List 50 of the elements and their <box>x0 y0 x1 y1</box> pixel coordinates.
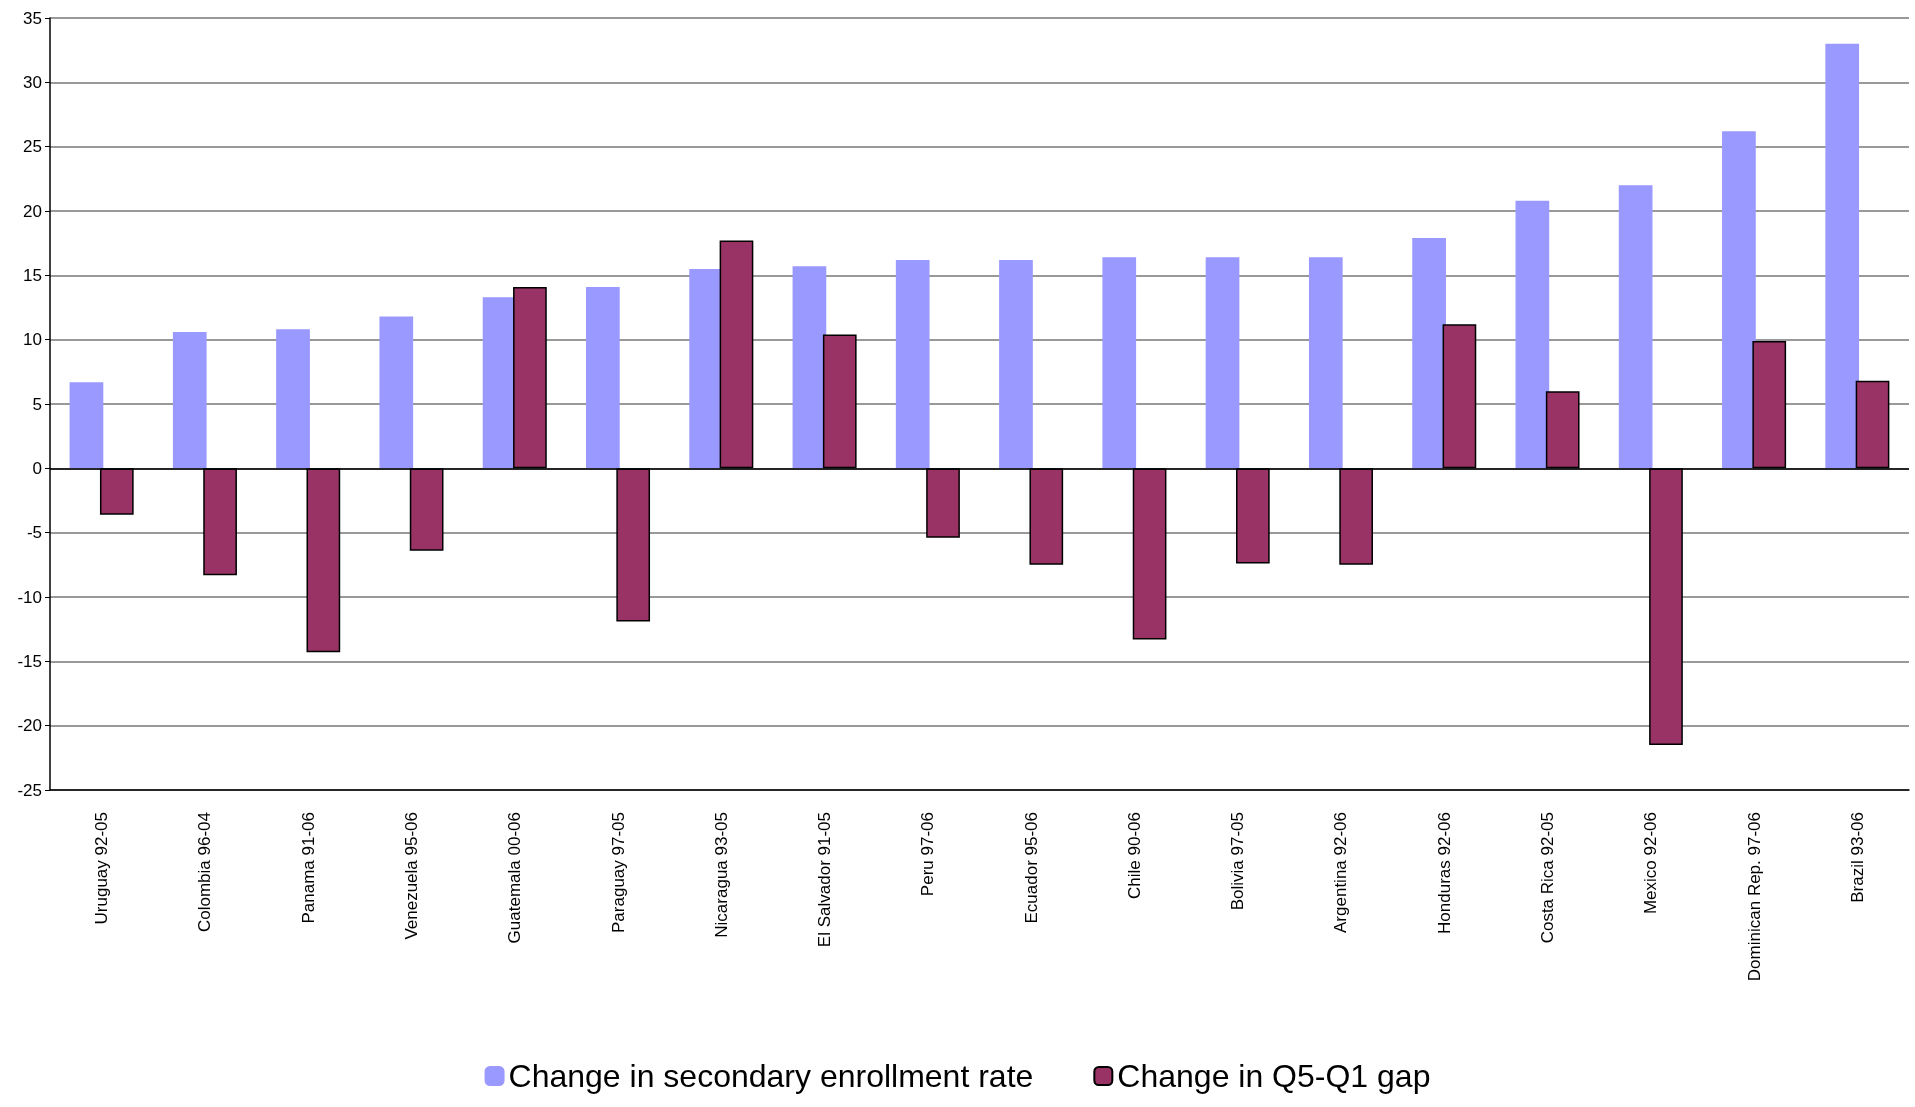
x-tick-label: Bolivia 97-05 <box>1228 812 1248 911</box>
y-tick-label: -5 <box>26 523 42 543</box>
x-tick-label: Nicaragua 93-05 <box>711 812 731 938</box>
x-tick-label: Uruguay 92-05 <box>92 812 112 925</box>
bar <box>1102 257 1137 469</box>
bar <box>1722 131 1756 469</box>
bar <box>69 382 104 469</box>
x-tick-label: El Salvador 91-05 <box>815 812 835 948</box>
x-tick-label: Guatemala 00-06 <box>505 812 525 944</box>
bar <box>1618 185 1653 469</box>
bar <box>1308 257 1343 469</box>
y-tick-label: 25 <box>23 137 42 157</box>
x-tick-label: Mexico 92-06 <box>1641 812 1661 915</box>
y-tick-label: -25 <box>17 780 42 800</box>
y-tick-label: -15 <box>17 651 42 671</box>
bar <box>689 268 723 469</box>
bar <box>792 266 827 469</box>
x-tick-label: Dominican Rep. 97-06 <box>1744 812 1764 982</box>
bar <box>586 286 620 469</box>
y-tick-label: 15 <box>23 265 42 285</box>
bar <box>999 259 1033 469</box>
x-tick-label: Peru 97-06 <box>918 812 938 897</box>
y-tick-label: 5 <box>32 394 42 414</box>
x-tick-label: Paraguay 97-05 <box>608 812 628 933</box>
legend-label: Change in Q5-Q1 gap <box>1117 1058 1431 1094</box>
bar <box>895 259 930 469</box>
y-tick-label: 10 <box>23 330 42 350</box>
bar <box>1515 200 1550 469</box>
bar <box>172 331 207 469</box>
bar <box>1205 257 1240 469</box>
bar <box>379 316 414 469</box>
y-tick-label: 0 <box>32 458 42 478</box>
y-tick-label: 30 <box>23 72 42 92</box>
x-tick-label: Colombia 96-04 <box>195 812 215 933</box>
y-tick-label: 35 <box>23 8 42 28</box>
bar <box>1825 43 1860 469</box>
y-tick-label: 20 <box>23 201 42 221</box>
bar <box>276 329 310 469</box>
x-tick-label: Ecuador 95-06 <box>1021 812 1041 924</box>
x-tick-label: Panama 91-06 <box>298 812 318 924</box>
x-tick-label: Costa Rica 92-05 <box>1538 812 1558 944</box>
y-tick-label: -20 <box>17 716 42 736</box>
x-tick-label: Brazil 93-06 <box>1847 812 1867 903</box>
x-tick-label: Argentina 92-06 <box>1331 812 1351 933</box>
bar <box>1412 238 1446 469</box>
x-tick-label: Chile 90-06 <box>1124 812 1144 899</box>
legend-label: Change in secondary enrollment rate <box>508 1058 1034 1094</box>
x-tick-label: Venezuela 95-06 <box>401 812 421 940</box>
y-tick-label: -10 <box>17 587 42 607</box>
x-tick-label: Honduras 92-06 <box>1434 812 1454 934</box>
